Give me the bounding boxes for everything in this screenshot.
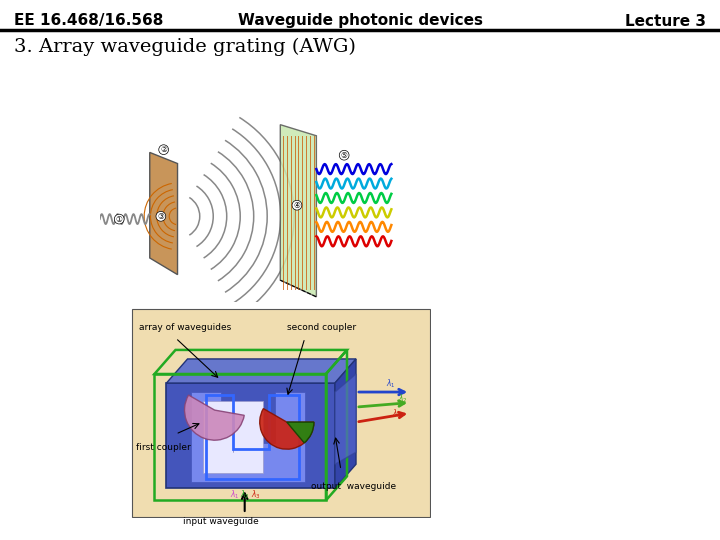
Text: ①: ①	[116, 214, 122, 224]
Text: Lecture 3: Lecture 3	[625, 14, 706, 29]
Text: ④: ④	[294, 201, 300, 210]
Text: input waveguide: input waveguide	[183, 517, 258, 526]
Text: Waveguide photonic devices: Waveguide photonic devices	[238, 14, 482, 29]
FancyBboxPatch shape	[132, 309, 430, 517]
Text: second coupler: second coupler	[287, 323, 356, 332]
Polygon shape	[166, 359, 356, 383]
Text: $\lambda_3$: $\lambda_3$	[392, 407, 402, 420]
Text: $\lambda_2$: $\lambda_2$	[398, 392, 408, 404]
Polygon shape	[166, 383, 335, 488]
Polygon shape	[280, 125, 316, 297]
Text: $\lambda_2$: $\lambda_2$	[240, 488, 250, 501]
Text: ③: ③	[158, 212, 164, 221]
Wedge shape	[287, 422, 314, 443]
Polygon shape	[335, 359, 356, 488]
Text: array of waveguides: array of waveguides	[140, 323, 232, 332]
Polygon shape	[335, 374, 356, 464]
Text: ②: ②	[161, 145, 167, 154]
Text: $\lambda_1$: $\lambda_1$	[386, 377, 396, 389]
Polygon shape	[150, 152, 178, 275]
Polygon shape	[202, 401, 263, 473]
Wedge shape	[260, 409, 314, 449]
Text: output  waveguide: output waveguide	[311, 482, 396, 491]
Text: $\lambda_1$: $\lambda_1$	[230, 488, 239, 501]
Wedge shape	[184, 395, 244, 440]
Text: ⑤: ⑤	[341, 151, 348, 160]
Polygon shape	[191, 392, 305, 482]
Text: 3. Array waveguide grating (AWG): 3. Array waveguide grating (AWG)	[14, 38, 356, 56]
Text: $\lambda_3$: $\lambda_3$	[251, 488, 261, 501]
Text: EE 16.468/16.568: EE 16.468/16.568	[14, 14, 163, 29]
Text: first coupler: first coupler	[136, 443, 191, 452]
